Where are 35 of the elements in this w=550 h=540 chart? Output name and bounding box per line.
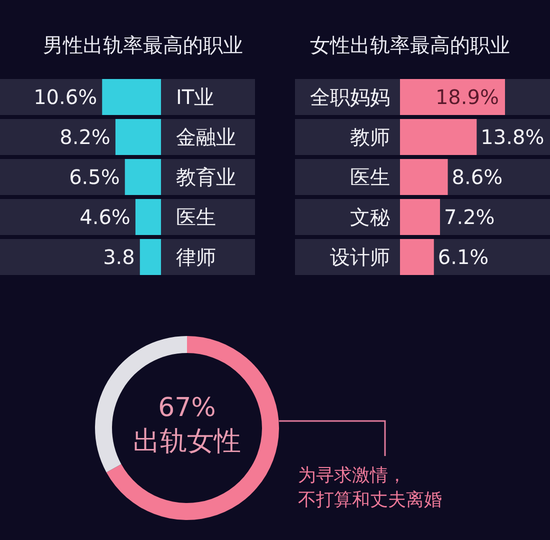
donut-slice bbox=[106, 336, 279, 520]
bar bbox=[400, 199, 440, 235]
data-label: 67% bbox=[158, 393, 216, 423]
bar bbox=[400, 159, 448, 195]
chart-title: 女性出轨率最高的职业 bbox=[310, 33, 510, 57]
data-label: 8.6% bbox=[452, 165, 503, 189]
y-tick-label: 医生 bbox=[176, 205, 216, 229]
y-tick-label: 设计师 bbox=[330, 245, 390, 269]
y-tick-label: 金融业 bbox=[176, 125, 236, 149]
y-tick-label: 全职妈妈 bbox=[310, 85, 390, 109]
bar bbox=[400, 119, 477, 155]
data-label: 7.2% bbox=[444, 205, 495, 229]
bar bbox=[140, 239, 161, 275]
bar bbox=[115, 119, 161, 155]
y-tick-label: 教育业 bbox=[176, 165, 236, 189]
y-tick-label: 文秘 bbox=[350, 205, 390, 229]
y-tick-label: IT业 bbox=[176, 85, 214, 109]
slice-label: 出轨女性 bbox=[133, 426, 241, 457]
data-label: 6.1% bbox=[438, 245, 489, 269]
bar bbox=[102, 79, 161, 115]
data-label: 10.6% bbox=[34, 85, 98, 109]
bar bbox=[124, 159, 161, 195]
data-label: 6.5% bbox=[69, 165, 120, 189]
text: 为寻求激情，不打算和丈夫离婚 bbox=[298, 465, 442, 510]
y-tick-label: 医生 bbox=[350, 165, 390, 189]
y-tick-label: 律师 bbox=[176, 245, 216, 269]
bar bbox=[400, 239, 434, 275]
data-label: 18.9% bbox=[435, 85, 499, 109]
y-tick-label: 教师 bbox=[350, 125, 390, 149]
data-label: 13.8% bbox=[480, 125, 544, 149]
bar bbox=[135, 199, 161, 235]
data-label: 4.6% bbox=[80, 205, 130, 229]
data-label: 8.2% bbox=[60, 125, 110, 149]
chart-title: 男性出轨率最高的职业 bbox=[43, 33, 243, 57]
data-label: 3.8 bbox=[103, 245, 135, 269]
